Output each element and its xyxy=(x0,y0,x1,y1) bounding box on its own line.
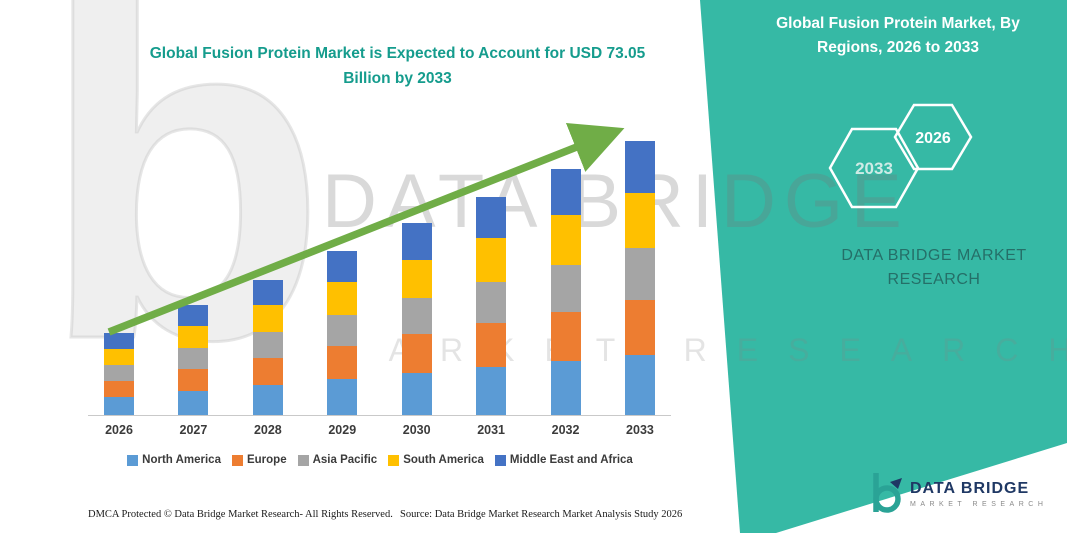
hexagon-2026: 2026 xyxy=(893,103,973,171)
segment-2027-north-america xyxy=(178,390,209,415)
segment-2028-north-america xyxy=(252,385,283,415)
legend-item-middle-east-and-africa: Middle East and Africa xyxy=(494,454,633,466)
logo-texts: DATA BRIDGE MARKET RESEARCH xyxy=(910,480,1047,508)
segment-2029-europe xyxy=(327,345,358,379)
segment-2033-north-america xyxy=(624,354,655,415)
legend-swatch xyxy=(127,454,139,466)
legend-label: South America xyxy=(403,454,484,466)
bar-2031 xyxy=(476,196,507,415)
logo-b-icon xyxy=(873,473,902,513)
segment-2027-asia-pacific xyxy=(178,347,209,369)
trend-arrow xyxy=(107,123,625,336)
segment-2027-south-america xyxy=(178,325,209,348)
segment-2032-asia-pacific xyxy=(550,264,581,312)
segment-2032-middle-east-and-africa xyxy=(550,168,581,216)
legend-item-asia-pacific: Asia Pacific xyxy=(297,454,378,466)
hexagon-2033: 2033 xyxy=(828,127,920,209)
legend-label: Middle East and Africa xyxy=(509,454,633,466)
segment-2028-middle-east-and-africa xyxy=(252,279,283,306)
legend-label: Europe xyxy=(246,454,287,466)
logo-name: DATA BRIDGE xyxy=(910,480,1030,497)
segment-2031-north-america xyxy=(476,366,507,415)
dmca-note: DMCA Protected © Data Bridge Market Rese… xyxy=(88,509,393,520)
legend-label: North America xyxy=(142,454,221,466)
segment-2031-middle-east-and-africa xyxy=(476,196,507,239)
bar-2033 xyxy=(624,140,655,415)
segment-2031-europe xyxy=(476,323,507,367)
x-label-2031: 2031 xyxy=(477,423,506,437)
segment-2033-europe xyxy=(624,299,655,355)
x-label-2033: 2033 xyxy=(626,423,654,437)
segment-2027-europe xyxy=(178,368,209,391)
x-label-2032: 2032 xyxy=(551,423,580,437)
bar-2028 xyxy=(252,279,283,415)
x-label-2026: 2026 xyxy=(105,423,133,437)
segment-2026-europe xyxy=(104,380,134,397)
segment-2032-north-america xyxy=(550,360,581,415)
segment-2026-south-america xyxy=(104,348,134,365)
bar-2030 xyxy=(401,223,432,415)
segment-2027-middle-east-and-africa xyxy=(178,305,209,326)
segment-2029-north-america xyxy=(327,378,358,415)
x-label-2029: 2029 xyxy=(328,423,357,437)
stacked-bar-chart: 2026 2027 2028 2029 2030 2031 2032 2033 xyxy=(88,115,671,437)
chart-title: Global Fusion Protein Market is Expected… xyxy=(149,45,646,87)
segment-2030-south-america xyxy=(401,259,432,298)
x-axis-labels: 2026 2027 2028 2029 2030 2031 2032 2033 xyxy=(88,423,671,437)
bars xyxy=(88,115,671,416)
segment-2029-asia-pacific xyxy=(327,314,358,346)
segment-2032-south-america xyxy=(550,215,581,265)
x-label-2028: 2028 xyxy=(253,423,282,437)
segment-2033-south-america xyxy=(624,193,655,248)
hexagon-2026-label: 2026 xyxy=(915,130,951,147)
segment-2026-asia-pacific xyxy=(104,364,134,381)
segment-2028-europe xyxy=(252,358,283,386)
hexagon-year-badges: 2033 2026 xyxy=(828,103,973,209)
segment-2033-asia-pacific xyxy=(624,247,655,300)
segment-2030-europe xyxy=(401,334,432,373)
panel-title: Global Fusion Protein Market, By Regions… xyxy=(776,15,1020,57)
legend-item-europe: Europe xyxy=(231,454,287,466)
segment-2029-middle-east-and-africa xyxy=(327,250,358,282)
legend-swatch xyxy=(297,454,309,466)
segment-2028-south-america xyxy=(252,305,283,333)
legend-swatch xyxy=(388,454,400,466)
legend-item-south-america: South America xyxy=(388,454,484,466)
segment-2030-north-america xyxy=(401,372,432,415)
legend-swatch xyxy=(231,454,243,466)
segment-2030-asia-pacific xyxy=(401,297,432,335)
bar-2029 xyxy=(327,250,358,415)
company-logo: DATA BRIDGE MARKET RESEARCH xyxy=(868,470,1047,514)
segment-2030-middle-east-and-africa xyxy=(401,223,432,260)
segment-2029-south-america xyxy=(327,281,358,315)
segment-2026-middle-east-and-africa xyxy=(104,332,134,349)
segment-2033-middle-east-and-africa xyxy=(624,140,655,194)
legend: North America Europe Asia Pacific South Ame… xyxy=(80,454,680,466)
x-label-2027: 2027 xyxy=(179,423,208,437)
source-note: Source: Data Bridge Market Research Mark… xyxy=(400,509,683,520)
segment-2031-south-america xyxy=(476,238,507,282)
hexagon-2033-label: 2033 xyxy=(855,159,893,178)
bar-2027 xyxy=(178,305,209,415)
segment-2026-north-america xyxy=(104,396,134,415)
bar-2032 xyxy=(550,168,581,415)
panel-brand-text: DATA BRIDGE MARKET RESEARCH xyxy=(841,247,1027,288)
segment-2028-asia-pacific xyxy=(252,332,283,359)
segment-2031-asia-pacific xyxy=(476,281,507,324)
logo-subtitle: MARKET RESEARCH xyxy=(910,501,1048,508)
x-label-2030: 2030 xyxy=(402,423,431,437)
legend-item-north-america: North America xyxy=(127,454,221,466)
segment-2032-europe xyxy=(550,311,581,361)
legend-swatch xyxy=(494,454,506,466)
bar-2026 xyxy=(104,332,134,415)
legend-label: Asia Pacific xyxy=(312,454,378,466)
